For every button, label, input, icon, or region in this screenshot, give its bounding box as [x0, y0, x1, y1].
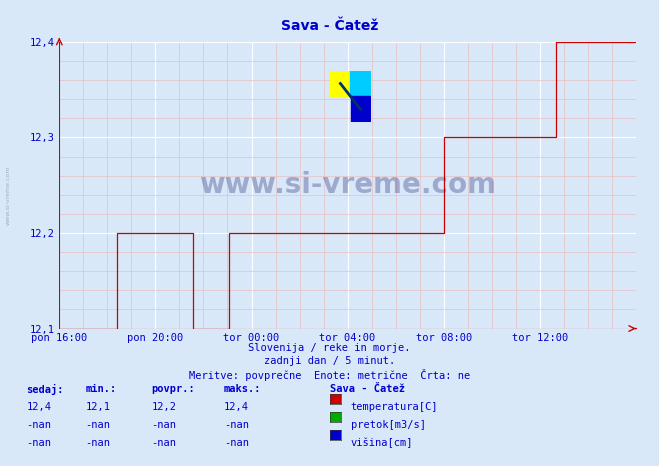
- Text: -nan: -nan: [26, 420, 51, 430]
- Text: -nan: -nan: [152, 438, 177, 447]
- Text: maks.:: maks.:: [224, 384, 262, 394]
- Text: -nan: -nan: [86, 420, 111, 430]
- Text: -nan: -nan: [86, 438, 111, 447]
- Text: temperatura[C]: temperatura[C]: [351, 402, 438, 412]
- Text: pretok[m3/s]: pretok[m3/s]: [351, 420, 426, 430]
- Polygon shape: [351, 70, 370, 122]
- Text: 12,2: 12,2: [152, 402, 177, 412]
- Text: Sava - Čatež: Sava - Čatež: [330, 384, 405, 394]
- Text: www.si-vreme.com: www.si-vreme.com: [5, 166, 11, 226]
- Text: 12,4: 12,4: [224, 402, 249, 412]
- Text: -nan: -nan: [152, 420, 177, 430]
- Text: www.si-vreme.com: www.si-vreme.com: [199, 171, 496, 199]
- Text: višina[cm]: višina[cm]: [351, 438, 413, 448]
- Bar: [330, 71, 351, 96]
- Text: -nan: -nan: [224, 438, 249, 447]
- Text: Slovenija / reke in morje.: Slovenija / reke in morje.: [248, 343, 411, 352]
- Text: -nan: -nan: [26, 438, 51, 447]
- Polygon shape: [351, 70, 370, 96]
- Text: sedaj:: sedaj:: [26, 384, 64, 396]
- Text: Sava - Čatež: Sava - Čatež: [281, 19, 378, 33]
- Text: Meritve: povprečne  Enote: metrične  Črta: ne: Meritve: povprečne Enote: metrične Črta:…: [189, 369, 470, 381]
- Text: zadnji dan / 5 minut.: zadnji dan / 5 minut.: [264, 356, 395, 365]
- Text: povpr.:: povpr.:: [152, 384, 195, 394]
- Bar: [351, 96, 370, 122]
- Text: 12,4: 12,4: [26, 402, 51, 412]
- Text: min.:: min.:: [86, 384, 117, 394]
- Text: -nan: -nan: [224, 420, 249, 430]
- Text: 12,1: 12,1: [86, 402, 111, 412]
